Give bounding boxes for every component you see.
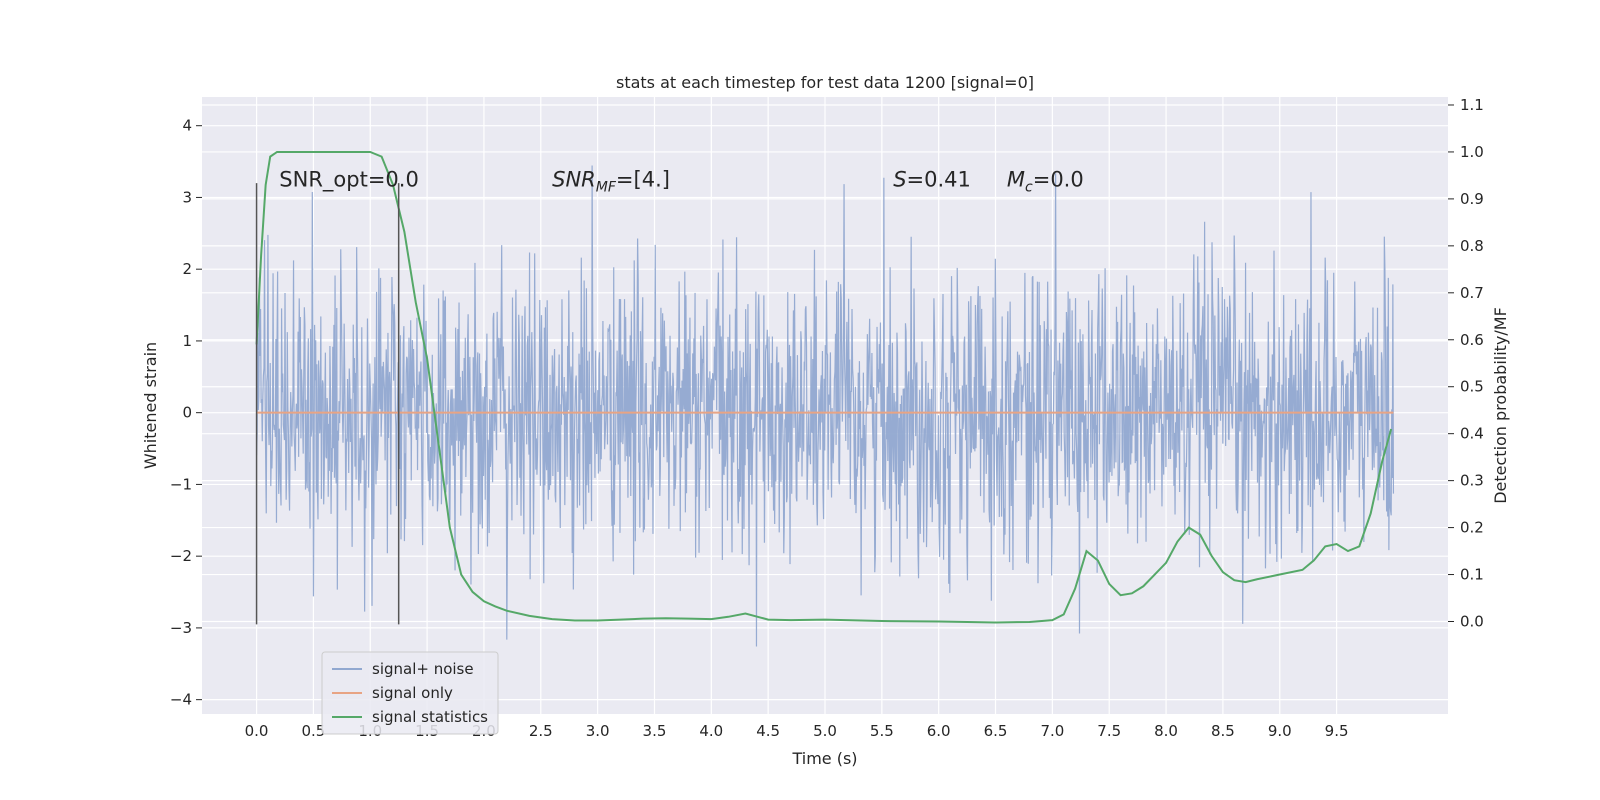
y2-axis-label: Detection probability/MF bbox=[1491, 307, 1510, 504]
x-tick-label: 0.5 bbox=[301, 722, 325, 740]
x-tick-label: 7.5 bbox=[1097, 722, 1121, 740]
x-tick-label: 4.0 bbox=[699, 722, 723, 740]
signal-noise-trace bbox=[255, 165, 1395, 647]
y-tick-label: 1 bbox=[182, 332, 192, 350]
y2-tick-label: 0.8 bbox=[1460, 237, 1484, 255]
y2-tick-label: 1.0 bbox=[1460, 143, 1484, 161]
annotation-1: SNRMF=[4.] bbox=[552, 168, 670, 196]
x-tick-label: 7.0 bbox=[1040, 722, 1064, 740]
y2-tick-label: 0.7 bbox=[1460, 284, 1484, 302]
y2-tick-label: 0.2 bbox=[1460, 519, 1484, 537]
annotation-0: SNR_opt=0.0 bbox=[279, 168, 419, 193]
legend: signal+ noise signal only signal statistic… bbox=[321, 651, 499, 735]
y-axis-label: Whitened strain bbox=[141, 342, 160, 469]
y2-tick-label: 0.1 bbox=[1460, 566, 1484, 584]
x-tick-label: 6.5 bbox=[984, 722, 1008, 740]
x-tick-label: 8.5 bbox=[1211, 722, 1235, 740]
vertical-markers bbox=[255, 183, 400, 625]
y-tick-label: −3 bbox=[170, 619, 192, 637]
y2-tick-label: 0.3 bbox=[1460, 472, 1484, 490]
y2-tick-label: 0.5 bbox=[1460, 378, 1484, 396]
annotation-2: S=0.41 bbox=[893, 168, 971, 192]
y2-tick-label: 0.4 bbox=[1460, 425, 1484, 443]
legend-box bbox=[321, 651, 499, 735]
x-tick-label: 9.0 bbox=[1268, 722, 1292, 740]
x-tick-label: 8.0 bbox=[1154, 722, 1178, 740]
y-axis-ticks: 4 3 2 1 0 −1 −2 −3 −4 bbox=[170, 117, 202, 709]
annotations: SNR_opt=0.0 SNRMF=[4.] S=0.41 Mc=0.0 bbox=[279, 168, 1083, 196]
series-lines bbox=[255, 150, 1394, 624]
y-tick-label: −1 bbox=[170, 475, 192, 493]
signal-noise-line bbox=[255, 165, 1395, 647]
y-tick-label: 2 bbox=[182, 260, 192, 278]
legend-label: signal only bbox=[372, 684, 453, 702]
x-tick-label: 0.0 bbox=[245, 722, 269, 740]
x-tick-label: 3.5 bbox=[643, 722, 667, 740]
x-tick-label: 9.5 bbox=[1325, 722, 1349, 740]
chart-title: stats at each timestep for test data 120… bbox=[616, 73, 1034, 92]
y2-tick-label: 1.1 bbox=[1460, 96, 1484, 114]
x-axis-label: Time (s) bbox=[791, 749, 857, 768]
x-tick-label: 4.5 bbox=[756, 722, 780, 740]
y2-axis-ticks: 1.1 1.0 0.9 0.8 0.7 0.6 0.5 0.4 0.3 0.2 0.1 0.0 bbox=[1448, 96, 1484, 630]
y-tick-label: −2 bbox=[170, 547, 192, 565]
signal-statistics-line bbox=[255, 150, 1393, 624]
x-tick-label: 6.0 bbox=[927, 722, 951, 740]
legend-label: signal+ noise bbox=[372, 660, 474, 678]
x-tick-label: 5.0 bbox=[813, 722, 837, 740]
annotation-3: Mc=0.0 bbox=[1007, 168, 1084, 196]
y-tick-label: 0 bbox=[182, 404, 192, 422]
y2-tick-label: 0.0 bbox=[1460, 612, 1484, 630]
y2-tick-label: 0.6 bbox=[1460, 331, 1484, 349]
x-tick-label: 2.5 bbox=[529, 722, 553, 740]
y-tick-label: −4 bbox=[170, 691, 192, 709]
x-tick-label: 5.5 bbox=[870, 722, 894, 740]
y-tick-label: 4 bbox=[182, 117, 192, 135]
y2-tick-label: 0.9 bbox=[1460, 190, 1484, 208]
x-tick-label: 3.0 bbox=[586, 722, 610, 740]
y-tick-label: 3 bbox=[182, 188, 192, 206]
legend-label: signal statistics bbox=[372, 708, 488, 726]
